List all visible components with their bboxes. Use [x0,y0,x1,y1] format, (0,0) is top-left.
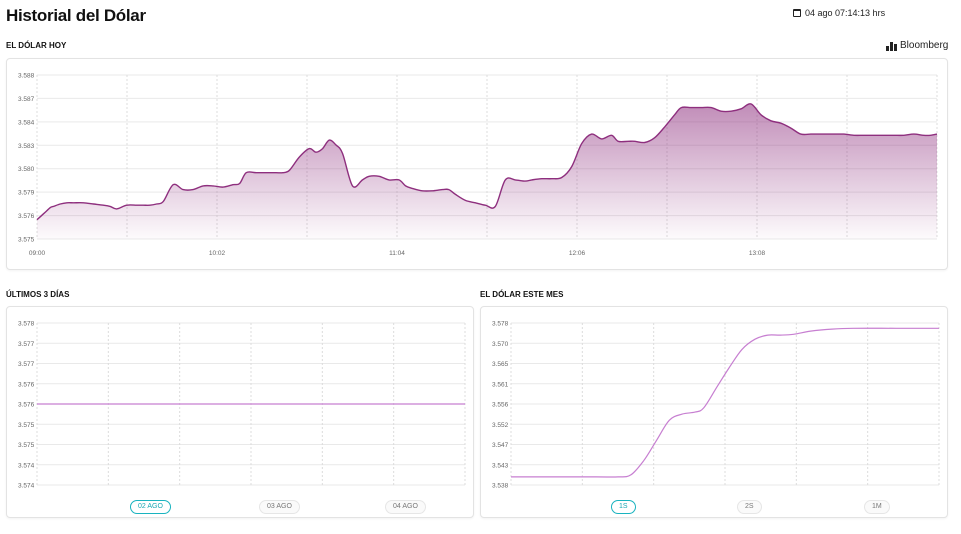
x-tick-label: 09:00 [29,250,46,257]
x-tick-label: 12:06 [569,250,586,257]
chart-month: 3.578 3.570 3.565 3.561 3.556 3.552 3.547 3.543… [492,321,940,490]
y-tick-label: 3.556 [492,402,509,409]
y-tick-label: 3.579 [18,190,35,197]
y-tick-label: 3.580 [18,166,35,173]
y-tick-label: 3.575 [18,237,35,244]
chart-3days: 3.578 3.577 3.577 3.576 3.576 3.575 3.575 3.574… [18,321,466,490]
source-label: Bloomberg [900,40,949,51]
y-tick-label: 3.565 [492,361,509,368]
y-tick-label: 3.574 [18,483,35,490]
y-tick-label: 3.575 [18,422,35,429]
y-tick-label: 3.577 [18,361,35,368]
section-title-3days: ÚLTIMOS 3 DÍAS [6,290,70,299]
tab-03-ago[interactable]: 03 AGO [259,500,300,514]
section-title-today: EL DÓLAR HOY [6,41,67,50]
x-tick-label: 10:02 [209,250,226,257]
y-tick-label: 3.578 [18,321,35,328]
section-title-month: EL DÓLAR ESTE MES [480,290,564,299]
tab-1m[interactable]: 1M [864,500,890,514]
card-today: 3.588 3.587 3.584 3.583 3.580 3.579 3.576 3.575… [6,58,948,270]
y-tick-label: 3.577 [18,341,35,348]
y-tick-label: 3.543 [492,462,509,469]
area-fill [37,103,937,239]
series-line [511,327,939,478]
calendar-icon [793,9,801,17]
timestamp-text: 04 ago 07:14:13 hrs [805,8,886,18]
tab-2s[interactable]: 2S [737,500,762,514]
y-tick-label: 3.574 [18,462,35,469]
tab-02-ago[interactable]: 02 AGO [130,500,171,514]
bar-chart-icon [886,41,897,51]
y-tick-label: 3.575 [18,442,35,449]
y-tick-label: 3.576 [18,213,35,220]
x-tick-label: 13:08 [749,250,766,257]
y-tick-label: 3.587 [18,96,35,103]
card-month: 3.578 3.570 3.565 3.561 3.556 3.552 3.547 3.543… [480,306,948,518]
y-tick-label: 3.561 [492,381,509,388]
y-tick-label: 3.578 [492,321,509,328]
tab-04-ago[interactable]: 04 AGO [385,500,426,514]
y-tick-label: 3.583 [18,143,35,150]
source-bloomberg: Bloomberg [886,40,948,51]
y-tick-label: 3.570 [492,341,509,348]
page-title: Historial del Dólar [6,6,146,25]
y-tick-label: 3.576 [18,402,35,409]
y-tick-label: 3.547 [492,442,509,449]
series-line [36,103,938,221]
y-tick-label: 3.538 [492,483,509,490]
x-tick-label: 11:04 [389,250,405,257]
y-tick-label: 3.576 [18,381,35,388]
y-tick-label: 3.584 [18,119,35,126]
y-tick-label: 3.588 [18,73,35,80]
chart-today: 3.588 3.587 3.584 3.583 3.580 3.579 3.576 3.575… [18,73,938,257]
card-3days: 3.578 3.577 3.577 3.576 3.576 3.575 3.575 3.574… [6,306,474,518]
timestamp: 04 ago 07:14:13 hrs [793,8,885,18]
y-tick-label: 3.552 [492,422,509,429]
tab-1s[interactable]: 1S [611,500,636,514]
